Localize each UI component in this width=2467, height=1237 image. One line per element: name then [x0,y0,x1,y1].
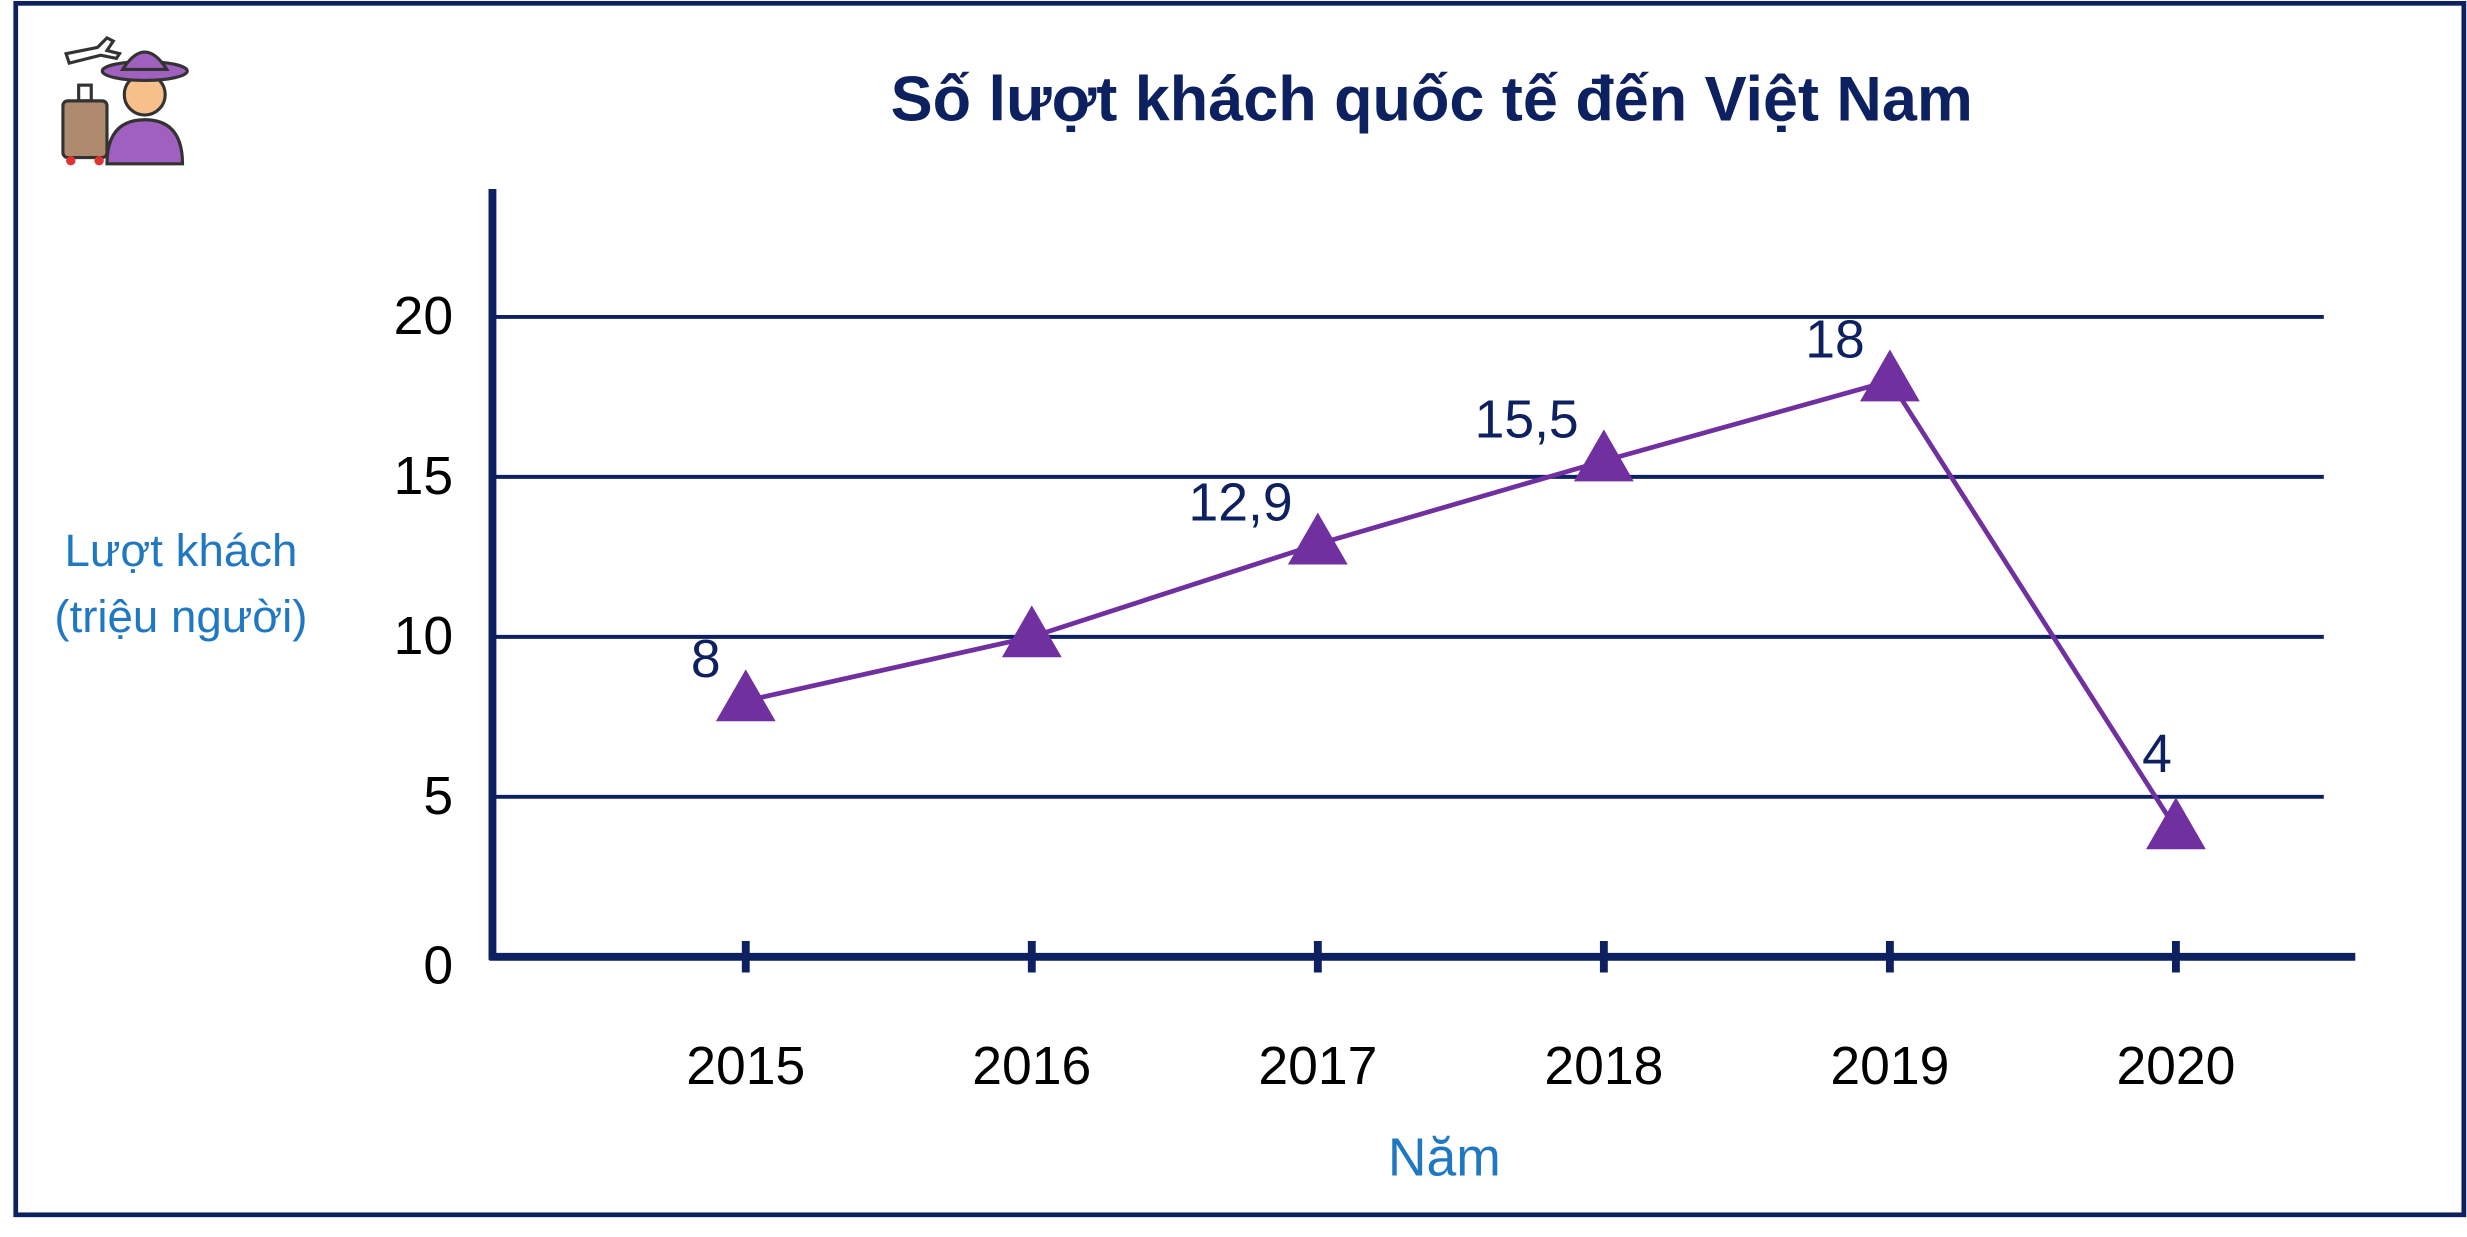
marker [715,669,776,722]
y-tick-label: 10 [394,607,454,666]
data-label: 8 [691,630,721,689]
y-axis-label: Lượt khách [65,525,298,576]
data-label: 12,9 [1189,473,1293,532]
marker [1001,605,1062,658]
marker [1860,349,1920,402]
x-axis-label: Năm [1388,1128,1501,1187]
x-tick-label: 2017 [1258,1037,1377,1096]
data-label: 15,5 [1475,390,1579,449]
line [745,378,2178,831]
y-tick-label: 5 [423,767,453,826]
x-tick-label: 2020 [2116,1037,2235,1096]
y-axis-label: (triệu người) [54,591,307,642]
traveler-icon [61,36,189,166]
frame [13,0,2467,1218]
x-tick-label: 2019 [1830,1037,1949,1096]
y-tick-label: 20 [394,287,454,346]
y-tick-label: 15 [394,447,454,506]
data-label: 4 [2142,725,2172,784]
chart-title: Số lượt khách quốc tế đến Việt Nam [891,65,1973,135]
x-tick-label: 2016 [972,1037,1091,1096]
data-label: 18 [1805,310,1865,369]
marker [2146,797,2206,850]
marker [1287,512,1348,565]
y-tick-label: 0 [423,936,453,995]
x-tick-label: 2015 [686,1037,805,1096]
x-tick-label: 2018 [1544,1037,1663,1096]
marker [1573,429,1634,482]
